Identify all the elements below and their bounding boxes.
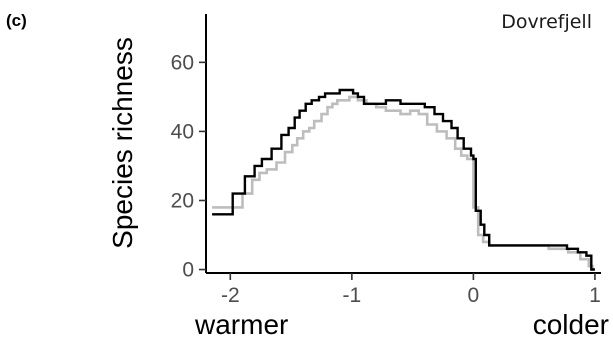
series-line-1 xyxy=(212,95,595,271)
x-axis-ticks: -2 -1 0 1 xyxy=(221,273,601,307)
y-axis-ticks: 0 20 40 60 xyxy=(171,51,206,282)
series-line-2 xyxy=(212,88,595,271)
y-tick-label: 40 xyxy=(171,120,194,143)
x-axis-right-label: colder xyxy=(533,309,609,340)
x-tick-label: -2 xyxy=(221,284,240,307)
x-tick-label: 0 xyxy=(468,284,480,307)
x-axis-left-label: warmer xyxy=(194,309,288,340)
x-tick-label: 1 xyxy=(589,284,601,307)
y-tick-label: 20 xyxy=(171,189,194,212)
panel-label: (c) xyxy=(6,11,27,30)
series-layer xyxy=(212,88,595,271)
y-axis-title: Species richness xyxy=(107,37,138,249)
y-tick-label: 60 xyxy=(171,51,194,74)
y-tick-label: 0 xyxy=(182,259,194,282)
chart-title: Dovrefjell xyxy=(501,11,592,33)
x-tick-label: -1 xyxy=(343,284,362,307)
